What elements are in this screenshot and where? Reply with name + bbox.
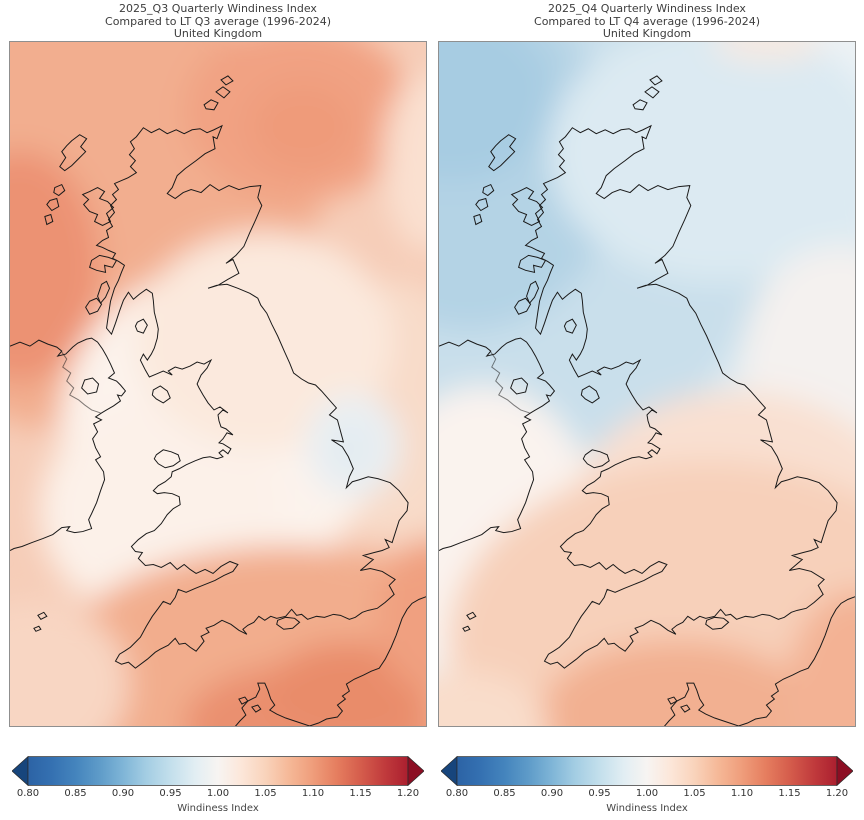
panel-q4-title: 2025_Q4 Quarterly Windiness Index Compar…: [438, 2, 856, 41]
colorbar-tick: 0.80: [445, 788, 469, 799]
colorbar-tick: 1.00: [206, 788, 230, 799]
colorbar-tick: 0.85: [64, 788, 87, 799]
colorbar-under-arrow: [12, 756, 29, 786]
contour-field-q4: [439, 42, 855, 726]
title-line-3: United Kingdom: [602, 27, 692, 40]
map-q4: [438, 41, 856, 727]
colorbar-ticks-q3: 0.80 0.85 0.90 0.95 1.00 1.05 1.10 1.15 1.20: [12, 788, 424, 801]
panel-q3-title: 2025_Q3 Quarterly Windiness Index Compar…: [9, 2, 427, 41]
colorbar-tick: 1.20: [396, 788, 420, 799]
colorbar-q4: [441, 756, 853, 786]
title-line-2: Compared to LT Q4 average (1996-2024): [534, 14, 760, 28]
colorbar-tick: 1.20: [825, 788, 849, 799]
colorbar-label-q4: Windiness Index: [606, 803, 688, 814]
colorbar-tick: 0.90: [540, 788, 564, 799]
colorbar-label-q3: Windiness Index: [177, 803, 259, 814]
colorbar-tick: 0.85: [493, 788, 516, 799]
colorbar-q3: [12, 756, 424, 786]
colorbar-gradient: [27, 756, 409, 786]
colorbar-tick: 1.00: [635, 788, 659, 799]
colorbar-tick: 1.05: [254, 788, 277, 799]
colorbar-over-arrow: [407, 756, 424, 786]
title-line-2: Compared to LT Q3 average (1996-2024): [105, 14, 331, 28]
panel-q3: 2025_Q3 Quarterly Windiness Index Compar…: [9, 0, 427, 820]
contour-map-q3: [10, 42, 426, 726]
title-line-1: 2025_Q3 Quarterly Windiness Index: [119, 2, 317, 15]
map-q3: [9, 41, 427, 727]
colorbar-gradient: [456, 756, 838, 786]
colorbar-tick: 1.05: [683, 788, 706, 799]
colorbar-under-arrow: [441, 756, 458, 786]
panel-q4: 2025_Q4 Quarterly Windiness Index Compar…: [438, 0, 856, 820]
colorbar-tick: 1.10: [730, 788, 754, 799]
colorbar-tick: 0.95: [588, 788, 611, 799]
title-line-3: United Kingdom: [173, 27, 263, 40]
colorbar-ticks-q4: 0.80 0.85 0.90 0.95 1.00 1.05 1.10 1.15 1.20: [441, 788, 853, 801]
contour-map-q4: [439, 42, 855, 726]
colorbar-tick: 1.15: [778, 788, 801, 799]
colorbar-over-arrow: [836, 756, 853, 786]
contour-field-q3: [10, 42, 426, 726]
colorbar-tick: 1.10: [301, 788, 325, 799]
title-line-1: 2025_Q4 Quarterly Windiness Index: [548, 2, 746, 15]
colorbar-tick: 0.80: [16, 788, 40, 799]
colorbar-tick: 0.90: [111, 788, 135, 799]
colorbar-tick: 0.95: [159, 788, 182, 799]
colorbar-tick: 1.15: [349, 788, 372, 799]
